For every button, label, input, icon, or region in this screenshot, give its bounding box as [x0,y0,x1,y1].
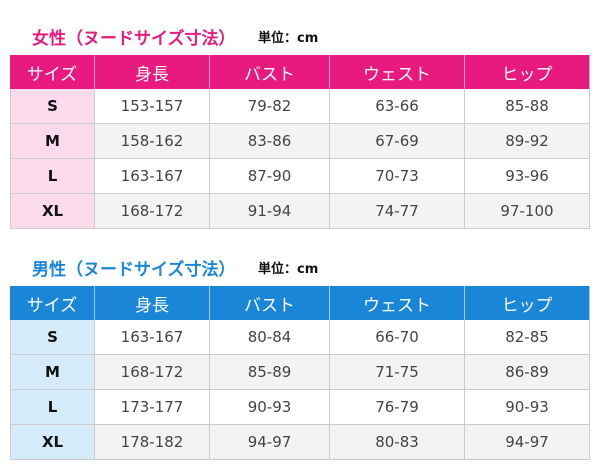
table-cell: 83-86 [210,124,330,159]
table-cell: 76-79 [330,390,465,425]
table-cell: 67-69 [330,124,465,159]
header-cell: 身長 [95,55,210,89]
table-cell: 163-167 [95,159,210,194]
table-cell: 153-157 [95,89,210,124]
table-cell: 163-167 [95,320,210,355]
header-cell: ウェスト [330,286,465,320]
size-cell: S [10,320,95,355]
size-cell: XL [10,425,95,460]
header-cell: ヒップ [465,55,590,89]
table-cell: 94-97 [210,425,330,460]
header-cell: サイズ [10,286,95,320]
size-cell: M [10,355,95,390]
table-cell: 97-100 [465,194,590,229]
header-cell: ウェスト [330,55,465,89]
table-cell: 80-83 [330,425,465,460]
table-cell: 89-92 [465,124,590,159]
table-cell: 74-77 [330,194,465,229]
table-cell: 63-66 [330,89,465,124]
table-cell: 82-85 [465,320,590,355]
header-cell: サイズ [10,55,95,89]
table-cell: 66-70 [330,320,465,355]
table-cell: 91-94 [210,194,330,229]
table-cell: 80-84 [210,320,330,355]
table-cell: 158-162 [95,124,210,159]
table-cell: 85-89 [210,355,330,390]
header-cell: 身長 [95,286,210,320]
table-cell: 71-75 [330,355,465,390]
table-cell: 94-97 [465,425,590,460]
header-cell: ヒップ [465,286,590,320]
table-cell: 168-172 [95,194,210,229]
table-cell: 168-172 [95,355,210,390]
section-title: 男性（ヌードサイズ寸法） [32,259,236,280]
header-cell: バスト [210,286,330,320]
size-cell: XL [10,194,95,229]
table-cell: 90-93 [465,390,590,425]
size-cell: S [10,89,95,124]
table-cell: 90-93 [210,390,330,425]
unit-label: 単位：cm [258,30,319,46]
unit-label: 単位：cm [258,261,319,277]
size-cell: L [10,159,95,194]
table-cell: 79-82 [210,89,330,124]
table-cell: 93-96 [465,159,590,194]
table-cell: 173-177 [95,390,210,425]
table-cell: 86-89 [465,355,590,390]
size-cell: M [10,124,95,159]
size-cell: L [10,390,95,425]
header-cell: バスト [210,55,330,89]
table-cell: 85-88 [465,89,590,124]
section-title: 女性（ヌードサイズ寸法） [32,28,236,49]
table-cell: 178-182 [95,425,210,460]
table-cell: 70-73 [330,159,465,194]
table-cell: 87-90 [210,159,330,194]
